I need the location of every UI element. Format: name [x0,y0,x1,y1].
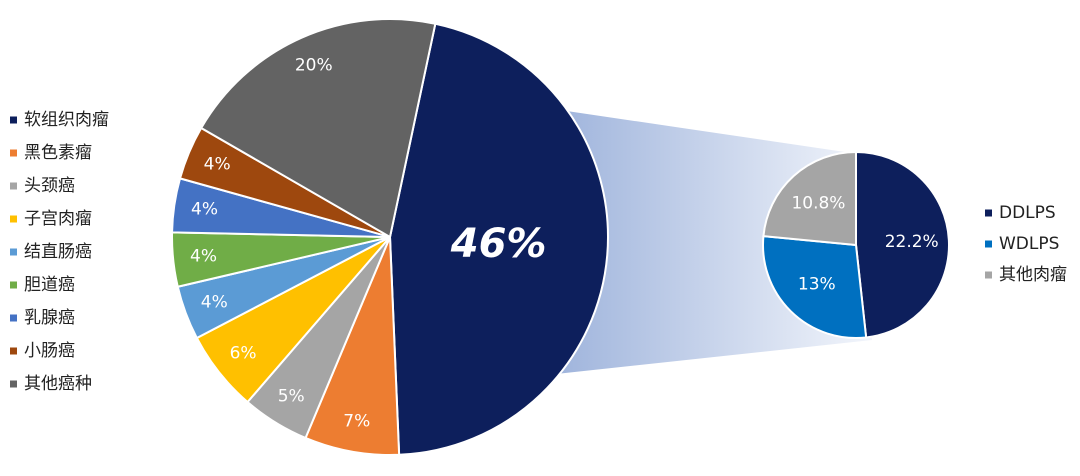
pie-slice [762,235,868,339]
legend-label: 乳腺癌 [24,308,75,328]
pie-slice [855,150,950,339]
legend-label: 头颈癌 [24,176,75,196]
legend-marker [10,281,17,289]
legend-marker [10,116,17,124]
data-label: 20% [295,56,333,76]
pie-slice [762,150,857,247]
data-label: 6% [230,343,257,363]
legend-label: 子宫肉瘤 [24,209,92,229]
legend-label: 小肠癌 [24,341,75,361]
legend-label: DDLPS [999,203,1056,223]
legend-label: 其他肉瘤 [999,265,1067,285]
legend-marker [10,314,17,322]
legend-marker [10,182,17,190]
legend-label: 胆道癌 [24,275,75,295]
legend-marker [10,248,17,256]
legend-marker [10,149,17,157]
data-label: 7% [343,412,370,432]
data-label: 22.2% [885,232,939,252]
legend-label: WDLPS [999,234,1059,254]
data-label: 13% [798,275,836,295]
legend-label: 其他癌种 [24,374,92,394]
data-label: 4% [204,154,231,174]
legend-label: 软组织肉瘤 [24,110,109,130]
data-label: 46% [450,221,547,267]
pie-slice [388,22,609,456]
legend-marker [10,347,17,355]
legend-marker [985,271,992,279]
legend-marker [10,380,17,388]
data-label: 4% [190,247,217,267]
pie-slice [199,18,437,239]
legend-marker [985,209,992,217]
data-label: 5% [278,386,305,406]
legend-label: 黑色素瘤 [24,143,92,163]
data-label: 10.8% [791,194,845,214]
legend-marker [985,240,992,248]
data-label: 4% [191,200,218,220]
legend-label: 结直肠癌 [24,242,92,262]
data-label: 4% [201,292,228,312]
legend-marker [10,215,17,223]
